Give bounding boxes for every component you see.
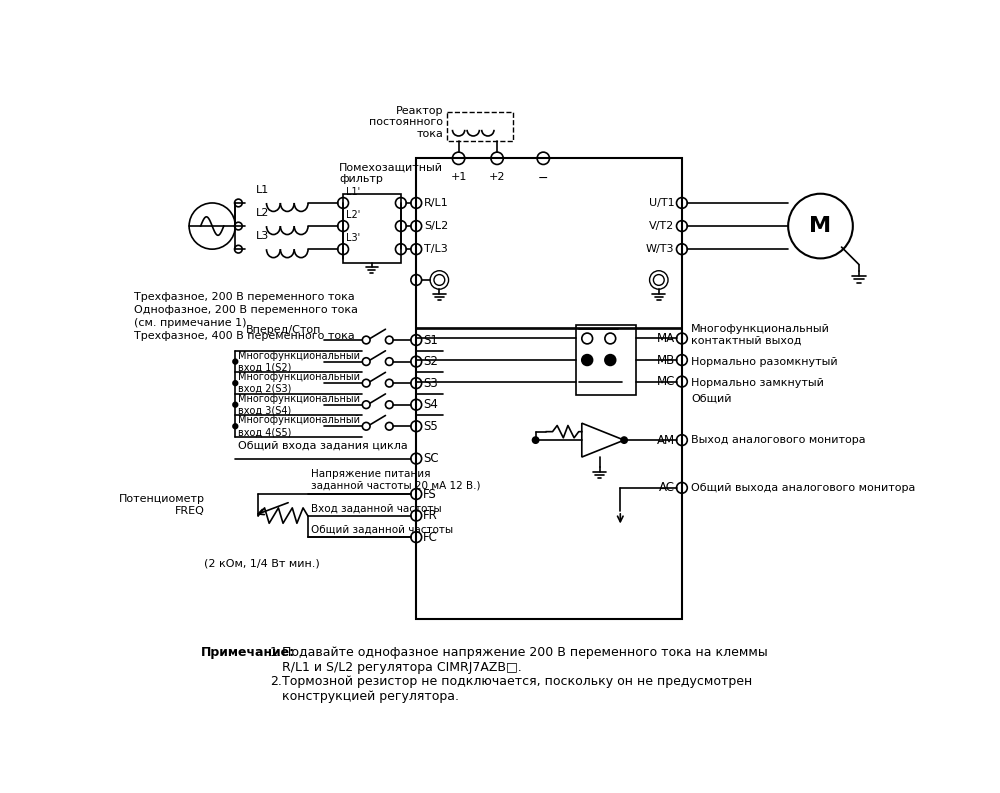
Text: Общий: Общий — [691, 393, 732, 404]
Text: W/T3: W/T3 — [646, 244, 674, 255]
Text: L2': L2' — [346, 210, 360, 220]
Text: M: M — [809, 216, 832, 236]
Text: AM: AM — [657, 434, 675, 446]
Text: Тормозной резистор не подключается, поскольку он не предусмотрен
конструкцией ре: Тормозной резистор не подключается, поск… — [282, 675, 752, 703]
Text: Потенциометр
FREQ: Потенциометр FREQ — [118, 494, 204, 515]
Text: MB: MB — [657, 354, 675, 366]
Text: Нормально замкнутый: Нормально замкнутый — [691, 378, 824, 388]
Text: S4: S4 — [423, 398, 438, 412]
Circle shape — [233, 424, 238, 428]
Text: AC: AC — [659, 481, 675, 494]
Circle shape — [621, 437, 627, 443]
Text: Подавайте однофазное напряжение 200 В переменного тока на клеммы
R/L1 и S/L2 рег: Подавайте однофазное напряжение 200 В пе… — [282, 646, 767, 674]
Text: SC: SC — [423, 452, 439, 465]
Text: Трехфазное, 200 В переменного тока: Трехфазное, 200 В переменного тока — [134, 292, 354, 301]
Circle shape — [233, 359, 238, 364]
Text: L1': L1' — [346, 187, 360, 197]
Text: Выход аналогового монитора: Выход аналогового монитора — [691, 435, 866, 445]
Bar — [447, 112, 513, 141]
Text: L3: L3 — [256, 232, 269, 241]
Bar — [416, 159, 682, 619]
Text: S5: S5 — [423, 419, 438, 433]
Text: FR: FR — [423, 509, 438, 522]
Text: Многофункциональный
вход 3(S4): Многофункциональный вход 3(S4) — [238, 394, 360, 416]
Text: FS: FS — [423, 488, 437, 500]
Text: S1: S1 — [423, 334, 438, 347]
Text: R/L1: R/L1 — [424, 198, 449, 208]
Text: 2.: 2. — [270, 675, 282, 688]
Text: U/T1: U/T1 — [649, 198, 674, 208]
Text: Общий входа задания цикла: Общий входа задания цикла — [238, 441, 407, 451]
Text: S3: S3 — [423, 377, 438, 389]
Text: Трехфазное, 400 В переменного тока: Трехфазное, 400 В переменного тока — [134, 331, 354, 341]
Text: Вперед/Стоп: Вперед/Стоп — [246, 325, 322, 335]
Text: T/L3: T/L3 — [424, 244, 448, 255]
Text: FC: FC — [423, 531, 438, 544]
Text: Многофункциональный
вход 4(S5): Многофункциональный вход 4(S5) — [238, 416, 360, 437]
Text: Однофазное, 200 В переменного тока: Однофазное, 200 В переменного тока — [134, 305, 358, 315]
Text: MA: MA — [657, 332, 675, 345]
Bar — [343, 193, 401, 263]
Circle shape — [605, 354, 616, 366]
Circle shape — [233, 402, 238, 407]
Text: −: − — [538, 172, 549, 185]
Text: Общий заданной частоты: Общий заданной частоты — [311, 525, 453, 534]
Text: L1: L1 — [256, 186, 269, 195]
Circle shape — [233, 381, 238, 385]
Text: S2: S2 — [423, 355, 438, 368]
Text: S/L2: S/L2 — [424, 221, 448, 231]
Text: Многофункциональный
вход 1(S2): Многофункциональный вход 1(S2) — [238, 351, 360, 373]
Bar — [576, 324, 636, 396]
Circle shape — [533, 437, 539, 443]
Text: L2: L2 — [256, 209, 269, 218]
Text: Реактор
постоянного
тока: Реактор постоянного тока — [369, 105, 443, 139]
Text: +1: +1 — [450, 172, 467, 182]
Text: L3': L3' — [346, 233, 360, 243]
Text: Напряжение питания
заданной частоты 20 мА 12 В.): Напряжение питания заданной частоты 20 м… — [311, 469, 480, 490]
Text: +2: +2 — [489, 172, 505, 182]
Text: Многофункциональный
вход 2(S3): Многофункциональный вход 2(S3) — [238, 373, 360, 394]
Text: V/T2: V/T2 — [649, 221, 674, 231]
Text: (см. примечание 1): (см. примечание 1) — [134, 318, 246, 328]
Text: Многофункциональный
контактный выход: Многофункциональный контактный выход — [691, 324, 830, 346]
Text: Примечание:: Примечание: — [201, 646, 295, 659]
Text: 1.: 1. — [270, 646, 282, 659]
Circle shape — [582, 354, 593, 366]
Text: Помехозащитный
фильтр: Помехозащитный фильтр — [339, 163, 443, 185]
Text: Общий выхода аналогового монитора: Общий выхода аналогового монитора — [691, 483, 916, 493]
Text: Вход заданной частоты: Вход заданной частоты — [311, 504, 441, 513]
Text: Нормально разомкнутый: Нормально разомкнутый — [691, 357, 838, 366]
Text: (2 кОм, 1/4 Вт мин.): (2 кОм, 1/4 Вт мин.) — [204, 559, 320, 569]
Text: MC: MC — [657, 375, 675, 388]
